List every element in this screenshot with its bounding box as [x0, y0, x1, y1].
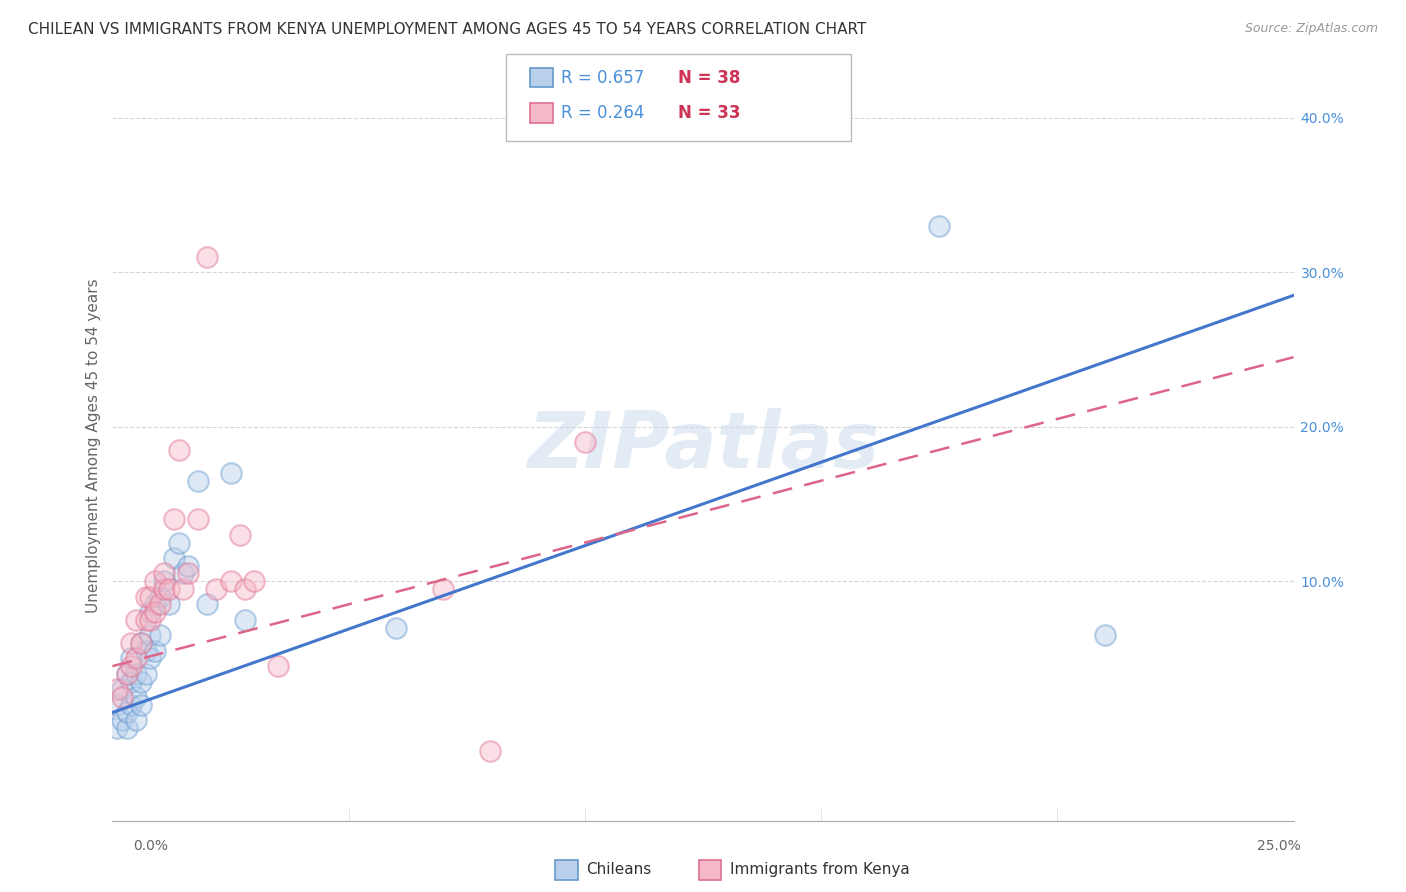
Text: N = 38: N = 38: [678, 69, 740, 87]
Point: [1094, 628, 1116, 642]
Point: [163, 551, 186, 566]
Text: 0.0%: 0.0%: [134, 838, 169, 853]
Point: [105, 682, 128, 697]
Point: [143, 574, 166, 589]
Text: R = 0.264: R = 0.264: [561, 104, 644, 122]
Point: [385, 621, 408, 635]
Point: [153, 566, 176, 581]
Point: [177, 566, 200, 581]
Point: [115, 721, 138, 735]
Point: [111, 690, 134, 704]
Point: [135, 666, 157, 681]
Point: [105, 698, 128, 712]
Point: [143, 605, 166, 619]
Point: [163, 512, 186, 526]
Text: Source: ZipAtlas.com: Source: ZipAtlas.com: [1244, 22, 1378, 36]
Point: [167, 442, 190, 457]
Point: [172, 566, 194, 581]
Point: [195, 598, 218, 612]
Point: [167, 535, 190, 549]
Text: ZIPatlas: ZIPatlas: [527, 408, 879, 484]
Point: [139, 628, 162, 642]
Point: [153, 574, 176, 589]
Point: [135, 590, 157, 604]
Point: [143, 598, 166, 612]
Point: [157, 582, 180, 596]
Text: Immigrants from Kenya: Immigrants from Kenya: [730, 863, 910, 877]
Point: [125, 666, 148, 681]
Point: [139, 605, 162, 619]
Point: [177, 558, 200, 573]
Point: [125, 690, 148, 704]
Point: [928, 219, 950, 233]
Point: [267, 659, 290, 673]
Text: R = 0.657: R = 0.657: [561, 69, 644, 87]
Point: [125, 651, 148, 665]
Point: [135, 643, 157, 657]
Point: [129, 636, 152, 650]
Point: [120, 698, 142, 712]
Text: N = 33: N = 33: [678, 104, 740, 122]
Point: [115, 706, 138, 720]
Point: [139, 613, 162, 627]
Point: [120, 659, 142, 673]
Point: [229, 528, 252, 542]
Point: [129, 636, 152, 650]
Point: [111, 682, 134, 697]
Point: [479, 744, 502, 758]
Y-axis label: Unemployment Among Ages 45 to 54 years: Unemployment Among Ages 45 to 54 years: [86, 278, 101, 614]
Point: [115, 666, 138, 681]
Text: Chileans: Chileans: [586, 863, 651, 877]
Point: [186, 474, 208, 488]
Point: [129, 674, 152, 689]
Point: [135, 613, 157, 627]
Point: [172, 582, 194, 596]
Point: [149, 590, 172, 604]
Point: [105, 721, 128, 735]
Point: [186, 512, 208, 526]
Point: [125, 613, 148, 627]
Point: [153, 582, 176, 596]
Point: [243, 574, 266, 589]
Point: [120, 636, 142, 650]
Point: [149, 598, 172, 612]
Point: [139, 651, 162, 665]
Point: [129, 698, 152, 712]
Text: 25.0%: 25.0%: [1257, 838, 1301, 853]
Point: [115, 666, 138, 681]
Point: [195, 250, 218, 264]
Point: [205, 582, 228, 596]
Point: [143, 643, 166, 657]
Point: [233, 613, 256, 627]
Point: [139, 590, 162, 604]
Point: [219, 466, 242, 480]
Point: [149, 628, 172, 642]
Point: [157, 598, 180, 612]
Point: [219, 574, 242, 589]
Point: [111, 713, 134, 727]
Point: [120, 651, 142, 665]
Point: [125, 713, 148, 727]
Text: CHILEAN VS IMMIGRANTS FROM KENYA UNEMPLOYMENT AMONG AGES 45 TO 54 YEARS CORRELAT: CHILEAN VS IMMIGRANTS FROM KENYA UNEMPLO…: [28, 22, 866, 37]
Point: [120, 674, 142, 689]
Point: [574, 435, 596, 450]
Point: [233, 582, 256, 596]
Point: [432, 582, 454, 596]
